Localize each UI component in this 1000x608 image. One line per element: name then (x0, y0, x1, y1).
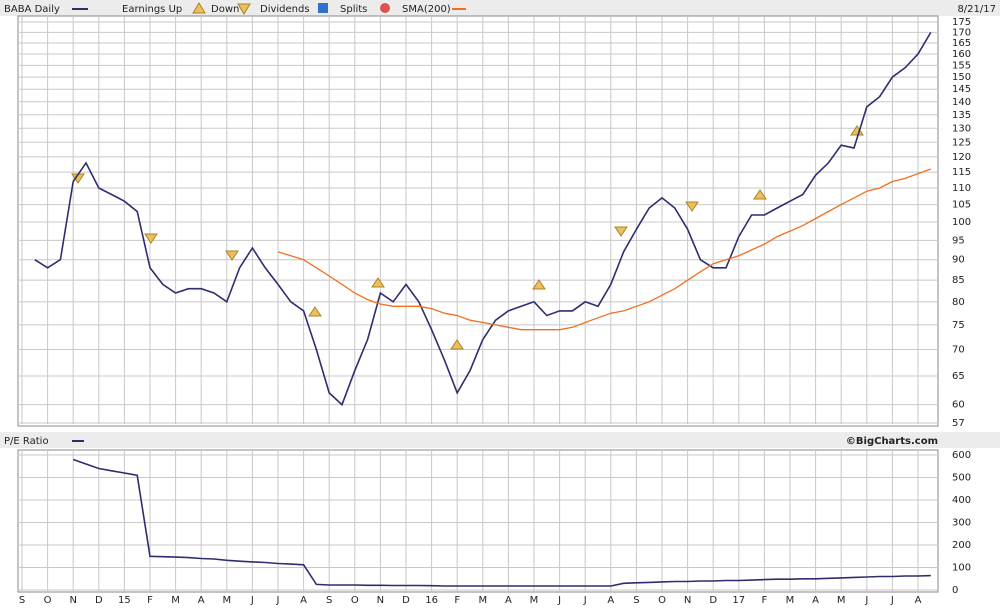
series-line (34, 31, 932, 407)
legend-label: P/E Ratio (4, 436, 49, 447)
x-tick-label: 15 (118, 595, 131, 606)
earnings-down (144, 233, 158, 244)
subheader-bar (0, 432, 1000, 448)
x-tick-label: A (198, 595, 205, 606)
legend-label: Earnings Up (122, 4, 182, 15)
x-tick-label: M (837, 595, 846, 606)
x-tick-label: A (505, 595, 512, 606)
earnings-up-icon (192, 2, 206, 14)
y-tick-label: 100 (952, 217, 971, 228)
y-tick-label: 135 (952, 110, 971, 121)
legend-label: SMA(200) (402, 4, 451, 15)
legend-label: Dividends (260, 4, 310, 15)
x-tick-label: J (276, 595, 280, 606)
split-icon (380, 3, 390, 13)
x-tick-label: M (222, 595, 231, 606)
y-tick-label: 100 (952, 563, 971, 574)
pe-panel (17, 449, 939, 593)
earnings-up (753, 189, 767, 200)
earnings-markers (71, 125, 864, 350)
earnings-down (614, 226, 628, 237)
source: ©BigCharts.com (846, 436, 938, 447)
x-tick-label: A (812, 595, 819, 606)
x-tick-label: O (351, 595, 359, 606)
x-tick-label: F (147, 595, 153, 606)
x-tick-label: J (557, 595, 561, 606)
y-tick-label: 145 (952, 84, 971, 95)
y-tick-label: 0 (952, 585, 958, 596)
y-tick-label: 115 (952, 167, 971, 178)
x-tick-label: D (95, 595, 103, 606)
x-tick-label: O (658, 595, 666, 606)
earnings-up (450, 339, 464, 350)
legend-label: BABA Daily (4, 4, 60, 15)
legend-label: Down (211, 4, 239, 15)
y-tick-label: 300 (952, 518, 971, 529)
y-tick-label: 90 (952, 255, 965, 266)
x-tick-label: M (530, 595, 539, 606)
series-line (277, 168, 932, 331)
price-panel (17, 15, 939, 427)
x-tick-label: D (709, 595, 717, 606)
y-tick-label: 65 (952, 371, 965, 382)
x-tick-label: 16 (425, 595, 438, 606)
y-tick-label: 80 (952, 297, 965, 308)
x-tick-label: S (633, 595, 639, 606)
y-tick-label: 165 (952, 38, 971, 49)
x-tick-label: S (326, 595, 332, 606)
y-tick-label: 70 (952, 345, 965, 356)
y-tick-label: 155 (952, 60, 971, 71)
x-tick-label: N (684, 595, 691, 606)
chart-date: 8/21/17 (957, 4, 996, 15)
earnings-down (685, 201, 699, 212)
y-tick-label: 95 (952, 235, 965, 246)
x-tick-label: J (250, 595, 254, 606)
y-tick-label: 110 (952, 183, 971, 194)
series-line (72, 458, 931, 587)
x-tick-label: F (454, 595, 460, 606)
y-tick-label: 140 (952, 97, 971, 108)
x-tick-label: A (915, 595, 922, 606)
earnings-up (532, 279, 546, 290)
y-tick-label: 175 (952, 17, 971, 28)
x-tick-label: M (171, 595, 180, 606)
x-tick-label: N (69, 595, 76, 606)
y-tick-label: 400 (952, 495, 971, 506)
y-tick-label: 170 (952, 27, 971, 38)
y-tick-label: 130 (952, 123, 971, 134)
y-tick-label: 125 (952, 137, 971, 148)
x-tick-label: M (478, 595, 487, 606)
x-tick-label: J (583, 595, 587, 606)
y-tick-label: 500 (952, 473, 971, 484)
earnings-up (371, 277, 385, 288)
earnings-down (225, 250, 239, 261)
y-tick-label: 600 (952, 450, 971, 461)
x-tick-label: S (19, 595, 25, 606)
x-tick-label: 17 (732, 595, 745, 606)
x-tick-label: J (864, 595, 868, 606)
x-tick-label: F (762, 595, 768, 606)
y-tick-label: 105 (952, 200, 971, 211)
x-tick-label: A (607, 595, 614, 606)
x-tick-label: D (402, 595, 410, 606)
earnings-up (308, 306, 322, 317)
legend-label: Splits (340, 4, 367, 15)
x-tick-label: N (377, 595, 384, 606)
x-tick-label: M (786, 595, 795, 606)
y-tick-label: 200 (952, 540, 971, 551)
x-tick-label: A (300, 595, 307, 606)
y-tick-label: 57 (952, 418, 965, 429)
y-tick-label: 85 (952, 275, 965, 286)
y-tick-label: 160 (952, 49, 971, 60)
x-tick-label: J (890, 595, 894, 606)
y-tick-label: 60 (952, 400, 965, 411)
y-tick-label: 75 (952, 320, 965, 331)
x-tick-label: O (44, 595, 52, 606)
y-tick-label: 120 (952, 152, 971, 163)
dividend-icon (318, 3, 328, 13)
grid (18, 17, 938, 591)
earnings-down-icon (237, 3, 251, 15)
y-tick-label: 150 (952, 72, 971, 83)
